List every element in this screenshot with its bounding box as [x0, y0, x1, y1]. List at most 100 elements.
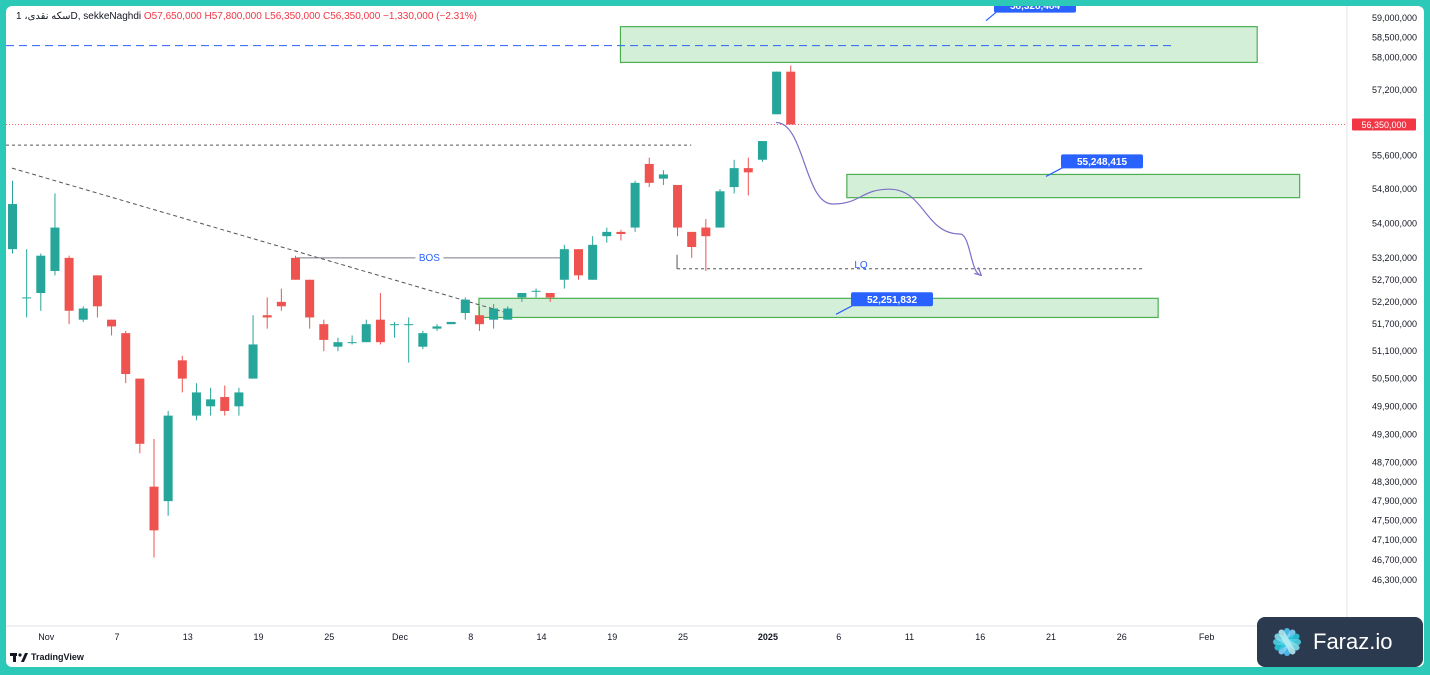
trendline: [11, 167, 508, 314]
candle-body: [361, 324, 371, 343]
candle-body: [92, 275, 102, 307]
symbol-name: سکه نقدی، 1D, sekkeNaghdi: [16, 11, 142, 22]
candle-body: [8, 204, 17, 250]
time-tick-label: 14: [537, 632, 547, 642]
zone-label-bg: [1061, 154, 1143, 169]
time-tick-label: 6: [836, 632, 841, 642]
candle-body: [404, 324, 414, 326]
time-tick-label: 13: [183, 632, 193, 642]
time-tick-label: 25: [678, 632, 688, 642]
faraz-watermark-text: Faraz.io: [1313, 629, 1393, 654]
price-tick-label: 53,200,000: [1372, 253, 1417, 263]
change-value: −1,330,000 (−2.31%): [383, 11, 478, 22]
projection-curve: [776, 121, 982, 276]
candles-layer: [8, 65, 796, 558]
candle-body: [673, 184, 683, 228]
candle-body: [291, 257, 300, 280]
price-tick-label: 48,700,000: [1372, 458, 1417, 468]
candle-body: [715, 191, 725, 228]
candle-body: [559, 249, 569, 280]
tradingview-logo[interactable]: TradingView: [10, 652, 84, 662]
zone-label-2: 55,248,415: [1077, 157, 1127, 168]
candle-body: [248, 344, 258, 379]
price-tick-label: 48,300,000: [1372, 477, 1417, 487]
close-value: C56,350,000: [322, 11, 381, 22]
candle-body: [149, 486, 159, 531]
candle-body: [574, 249, 583, 276]
projection-layer: [776, 121, 983, 277]
zone-label-pointer: [1045, 165, 1066, 177]
bos-label-bg: [415, 251, 444, 264]
candle-body: [446, 321, 456, 325]
price-tick-label: 49,300,000: [1372, 429, 1417, 439]
candle-body: [347, 342, 357, 344]
low-value: L56,350,000: [264, 11, 321, 22]
candle-body: [729, 168, 739, 188]
price-tick-label: 59,000,000: [1372, 13, 1417, 23]
candle-body: [474, 315, 484, 325]
price-tick-label: 51,700,000: [1372, 319, 1417, 329]
candle-body: [743, 168, 753, 173]
price-tick-label: 46,700,000: [1372, 555, 1417, 565]
candle-body: [177, 360, 187, 379]
candle-body: [517, 292, 527, 298]
price-tick-label: 58,000,000: [1372, 53, 1417, 63]
candle-body: [135, 378, 145, 444]
candle-body: [319, 324, 329, 340]
candle-body: [531, 290, 541, 292]
candle-body: [305, 279, 315, 318]
zone-label-3: 52,251,832: [867, 295, 917, 306]
tradingview-icon: [10, 652, 28, 662]
faraz-watermark: Faraz.io: [1257, 617, 1423, 667]
price-tick-label: 55,600,000: [1372, 151, 1417, 161]
faraz-star-petal: [1278, 629, 1296, 655]
candle-body: [432, 326, 442, 329]
symbol-header: سکه نقدی، 1D, sekkeNaghdi O57,650,000 H5…: [16, 11, 477, 22]
candle-body: [121, 333, 131, 375]
zone-label-bg: [851, 292, 933, 307]
candle-body: [333, 342, 343, 347]
candle-body: [418, 333, 428, 347]
candle-body: [22, 297, 32, 299]
candle-body: [50, 227, 60, 271]
time-tick-label: 19: [254, 632, 264, 642]
zone-label-bg: [994, 6, 1076, 13]
price-tick-label: 52,700,000: [1372, 275, 1417, 285]
zone-label-pointer: [835, 303, 856, 315]
candle-body: [191, 392, 201, 416]
zone-1: [619, 26, 1258, 64]
candle-body: [786, 71, 796, 125]
price-axis: 59,000,000 58,500,000 58,000,000 57,200,000…: [1346, 6, 1417, 667]
current-price-tag: [1352, 118, 1416, 131]
time-tick-label: 11: [905, 632, 914, 642]
candle-body: [262, 315, 272, 318]
candle-body: [616, 231, 626, 235]
time-axis: Nov7131925Dec81419252025611162126Feb6: [6, 625, 1347, 642]
price-tick-label: 57,200,000: [1372, 85, 1417, 95]
current-price-tag-label: 56,350,000: [1361, 120, 1406, 130]
candle-body: [78, 308, 88, 320]
price-tick-label: 58,500,000: [1372, 33, 1417, 43]
candle-body: [687, 231, 697, 248]
price-tick-label: 46,300,000: [1372, 575, 1417, 585]
candle-body: [757, 141, 767, 160]
high-value: H57,800,000: [204, 11, 262, 22]
candle-body: [375, 319, 385, 343]
candle-body: [772, 71, 782, 115]
faraz-star-icon: [1273, 628, 1301, 656]
candle-body: [503, 308, 513, 320]
time-tick-label: 26: [1117, 632, 1127, 642]
zone-2: [846, 173, 1301, 199]
candle-body: [163, 415, 173, 502]
candle-body: [390, 324, 400, 326]
candle-body: [602, 231, 612, 237]
time-tick-label: 25: [324, 632, 334, 642]
candle-body: [206, 399, 216, 407]
price-tick-label: 52,200,000: [1372, 297, 1417, 307]
candlestick-chart[interactable]: BOS LQ 58,328,484 55,248,415 52,251,832 59,0…: [6, 6, 1424, 667]
time-tick-label: 2025: [758, 632, 778, 642]
price-tick-label: 54,800,000: [1372, 184, 1417, 194]
open-value: O57,650,000: [143, 11, 202, 22]
candle-body: [234, 392, 244, 407]
time-tick-label: 19: [607, 632, 617, 642]
